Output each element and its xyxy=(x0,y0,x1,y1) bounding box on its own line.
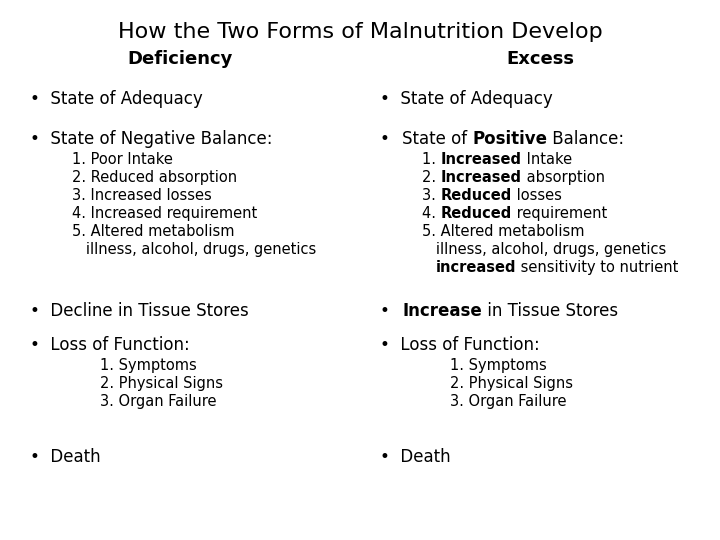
Text: Balance:: Balance: xyxy=(547,130,624,148)
Text: 3.: 3. xyxy=(422,188,441,203)
Text: How the Two Forms of Malnutrition Develop: How the Two Forms of Malnutrition Develo… xyxy=(117,22,603,42)
Text: increased: increased xyxy=(436,260,516,275)
Text: illness, alcohol, drugs, genetics: illness, alcohol, drugs, genetics xyxy=(72,242,316,257)
Text: requirement: requirement xyxy=(512,206,607,221)
Text: 3. Increased losses: 3. Increased losses xyxy=(72,188,212,203)
Text: •  State of Adequacy: • State of Adequacy xyxy=(30,90,203,108)
Text: •  Decline in Tissue Stores: • Decline in Tissue Stores xyxy=(30,302,248,320)
Text: •  Death: • Death xyxy=(30,448,101,466)
Text: absorption: absorption xyxy=(522,170,605,185)
Text: 5. Altered metabolism: 5. Altered metabolism xyxy=(422,224,585,239)
Text: Positive: Positive xyxy=(472,130,547,148)
Text: Increased: Increased xyxy=(441,152,521,167)
Text: 1. Poor Intake: 1. Poor Intake xyxy=(72,152,173,167)
Text: 1. Symptoms: 1. Symptoms xyxy=(450,358,546,373)
Text: 2. Physical Signs: 2. Physical Signs xyxy=(100,376,223,391)
Text: 5. Altered metabolism: 5. Altered metabolism xyxy=(72,224,235,239)
Text: 1.: 1. xyxy=(422,152,441,167)
Text: illness, alcohol, drugs, genetics: illness, alcohol, drugs, genetics xyxy=(422,242,666,257)
Text: 2.: 2. xyxy=(422,170,441,185)
Text: Increase: Increase xyxy=(402,302,482,320)
Text: •  Death: • Death xyxy=(380,448,451,466)
Text: 1. Symptoms: 1. Symptoms xyxy=(100,358,197,373)
Text: •  Loss of Function:: • Loss of Function: xyxy=(30,336,190,354)
Text: losses: losses xyxy=(512,188,562,203)
Text: 2. Reduced absorption: 2. Reduced absorption xyxy=(72,170,237,185)
Text: 2. Physical Signs: 2. Physical Signs xyxy=(450,376,573,391)
Text: Intake: Intake xyxy=(521,152,572,167)
Text: 3. Organ Failure: 3. Organ Failure xyxy=(100,394,217,409)
Text: Deficiency: Deficiency xyxy=(127,50,233,68)
Text: •  State of Adequacy: • State of Adequacy xyxy=(380,90,553,108)
Text: Increased: Increased xyxy=(441,170,522,185)
Text: •  State of Negative Balance:: • State of Negative Balance: xyxy=(30,130,272,148)
Text: sensitivity to nutrient: sensitivity to nutrient xyxy=(516,260,679,275)
Text: State of: State of xyxy=(402,130,472,148)
Text: in Tissue Stores: in Tissue Stores xyxy=(482,302,618,320)
Text: •: • xyxy=(380,130,400,148)
Text: 4.: 4. xyxy=(422,206,441,221)
Text: 3. Organ Failure: 3. Organ Failure xyxy=(450,394,567,409)
Text: Reduced: Reduced xyxy=(441,206,512,221)
Text: Reduced: Reduced xyxy=(441,188,512,203)
Text: 4. Increased requirement: 4. Increased requirement xyxy=(72,206,257,221)
Text: •: • xyxy=(380,302,400,320)
Text: •  Loss of Function:: • Loss of Function: xyxy=(380,336,540,354)
Text: Excess: Excess xyxy=(506,50,574,68)
